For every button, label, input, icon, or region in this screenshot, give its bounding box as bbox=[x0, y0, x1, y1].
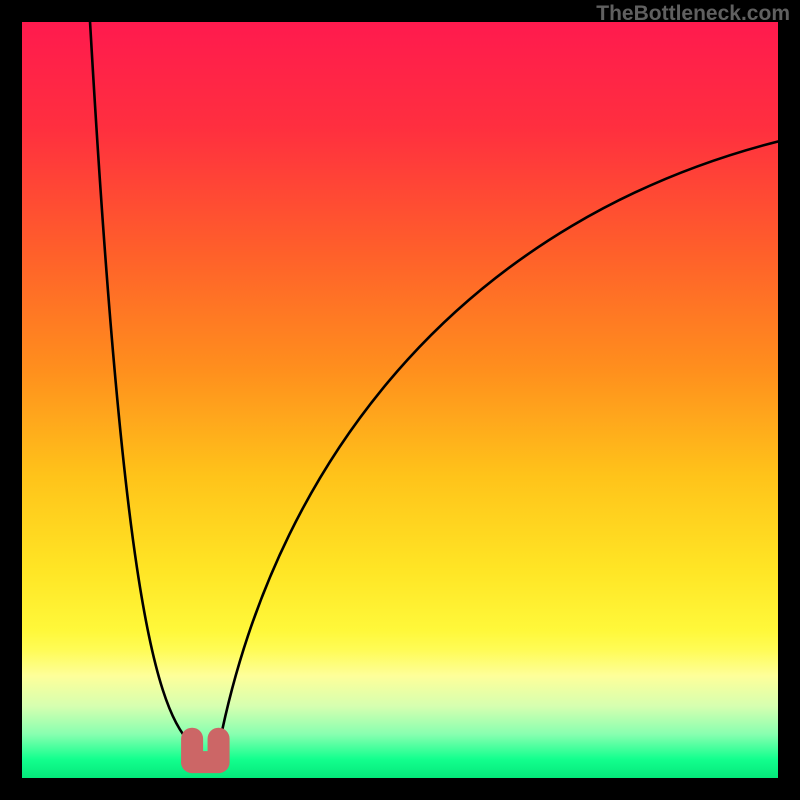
attribution-text: TheBottleneck.com bbox=[596, 2, 790, 26]
chart-frame: TheBottleneck.com bbox=[0, 0, 800, 800]
plot-background bbox=[22, 22, 778, 778]
chart-svg bbox=[0, 0, 800, 800]
